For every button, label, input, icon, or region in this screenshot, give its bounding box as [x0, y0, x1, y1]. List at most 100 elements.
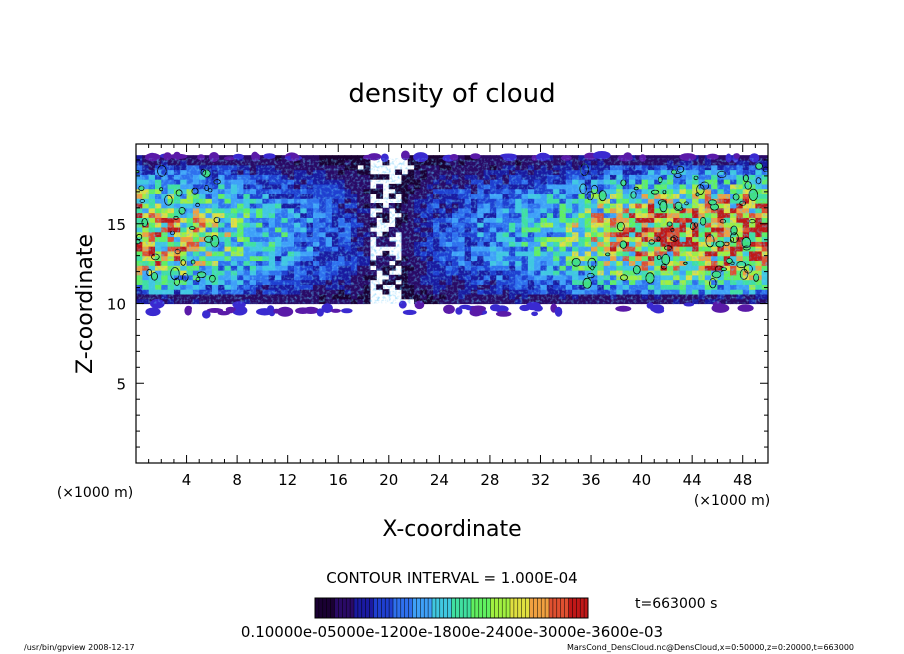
colorbar-cell: [447, 598, 452, 618]
x-tick-label: 44: [683, 471, 702, 489]
colorbar-cell: [420, 598, 425, 618]
cloud-cell: [312, 155, 320, 161]
cloud-cell: [515, 155, 523, 161]
cloud-cell: [521, 155, 529, 161]
x-tick-label: 8: [232, 471, 242, 489]
cloud-cell: [319, 155, 327, 161]
colorbar-cell: [330, 598, 335, 618]
cloud-fringe: [615, 305, 632, 312]
colorbar-cell: [432, 598, 437, 618]
colorbar-cell: [354, 598, 359, 618]
colorbar-cell: [572, 598, 577, 618]
cloud-cell: [660, 155, 668, 161]
cloud-cell: [464, 155, 472, 161]
cloud-cell: [483, 155, 491, 161]
colorbar-cell: [482, 598, 487, 618]
cloud-fringe: [443, 304, 455, 314]
colorbar-cell: [502, 598, 507, 618]
cloud-fringe: [330, 308, 341, 313]
colorbar-cell: [318, 598, 324, 618]
colorbar-cell: [467, 598, 472, 618]
cloud-cell: [306, 155, 314, 161]
colorbar-cell: [404, 598, 409, 618]
x-tick-label: 28: [480, 471, 499, 489]
colorbar-cell: [506, 598, 511, 618]
cloud-fringe: [455, 307, 463, 315]
cloud-texture: [136, 158, 768, 304]
x-tick-label: 16: [329, 471, 348, 489]
colorbar-labels: 0.10000e-05000e-1200e-1800e-2400e-3000e-…: [241, 623, 663, 641]
cloud-fringe: [169, 153, 188, 159]
cloud-fringe: [277, 306, 294, 317]
colorbar-cell: [549, 598, 554, 618]
cloud-cell: [281, 155, 289, 161]
cloud-cell: [458, 155, 466, 161]
colorbar-cell: [326, 598, 331, 618]
cloud-fringe: [316, 308, 324, 317]
x-tick-label: 32: [531, 471, 550, 489]
cloud-fringe: [256, 308, 274, 316]
colorbar-cell: [537, 598, 542, 618]
colorbar-cell: [400, 598, 406, 618]
cloud-fringe: [490, 304, 501, 312]
cloud-cell: [325, 155, 333, 161]
colorbar-cell: [381, 598, 386, 618]
cloud-fringe: [341, 308, 353, 314]
colorbar-cell: [322, 598, 328, 618]
cloud-fringe: [225, 306, 236, 312]
cloud-cell: [572, 155, 579, 161]
colorbar-cell: [568, 598, 573, 618]
cloud-cell: [527, 155, 535, 161]
y-tick-label: 10: [107, 296, 126, 314]
cloud-fringe: [321, 303, 333, 314]
x-tick-label: 36: [581, 471, 600, 489]
colorbar-cell: [560, 598, 565, 618]
colorbar-cell: [373, 598, 378, 618]
colorbar-cell: [494, 598, 499, 618]
cloud-cell: [338, 155, 346, 161]
colorbar-cell: [424, 598, 429, 618]
colorbar-cell: [486, 598, 491, 618]
colorbar-cell: [478, 598, 484, 618]
cloud-fringe: [145, 307, 161, 317]
cloud-fringe: [470, 305, 486, 312]
colorbar: [314, 598, 589, 618]
cloud-fringe: [231, 305, 248, 316]
cloud-fringe: [525, 301, 541, 311]
cloud-fringe: [232, 153, 244, 160]
cloud-cell: [243, 155, 251, 161]
y-tick-label: 15: [107, 216, 126, 234]
colorbar-cell: [451, 598, 456, 618]
cloud-fringe: [737, 304, 754, 312]
cloud-cell: [407, 155, 415, 161]
cloud-cell: [553, 155, 561, 161]
cloud-cell: [736, 155, 744, 161]
cloud-fringe: [206, 308, 224, 313]
colorbar-cell: [552, 598, 558, 618]
plot-area: [136, 150, 768, 319]
cloud-cell: [742, 155, 750, 161]
cloud-cell: [673, 155, 681, 161]
colorbar-cell: [471, 598, 476, 618]
x-tick-label: 48: [733, 471, 752, 489]
colorbar-cell: [365, 598, 370, 618]
colorbar-cell: [564, 598, 569, 618]
colorbar-cell: [455, 598, 460, 618]
colorbar-cell: [389, 598, 394, 618]
colorbar-cell: [416, 598, 421, 618]
colorbar-cell: [459, 598, 464, 618]
colorbar-cell: [346, 598, 351, 618]
cloud-cell: [654, 155, 662, 161]
colorbar-cell: [338, 598, 343, 618]
cloud-fringe: [653, 307, 665, 314]
colorbar-cell: [443, 598, 448, 618]
cloud-cell: [350, 155, 358, 161]
cloud-cell: [433, 155, 440, 161]
colorbar-cell: [342, 598, 347, 618]
cloud-cell: [761, 155, 768, 161]
colorbar-cell: [580, 598, 585, 618]
colorbar-cell: [517, 598, 523, 618]
footer-right: MarsCond_DensCloud.nc@DensCloud,x=0:5000…: [566, 643, 854, 652]
cloud-cell: [218, 155, 226, 161]
